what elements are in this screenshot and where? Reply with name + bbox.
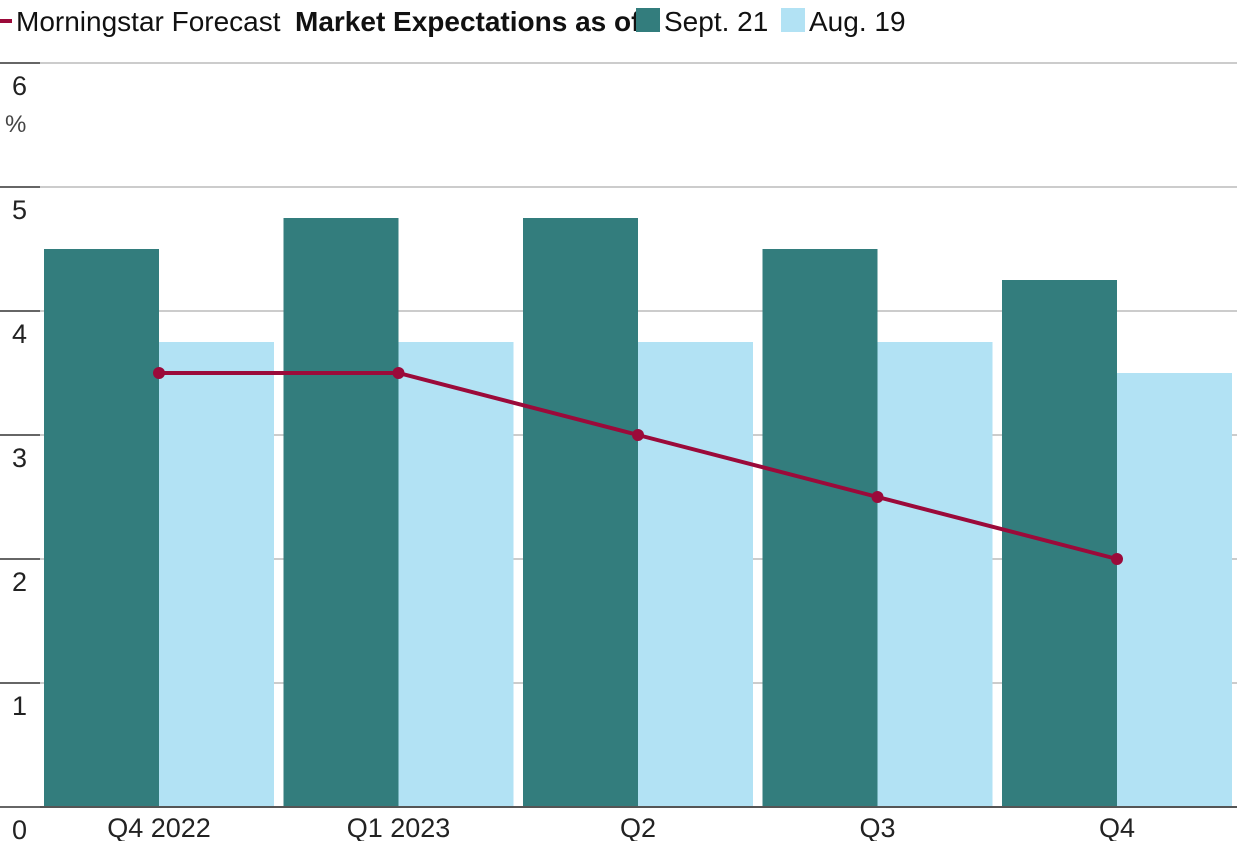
bar-sept-21	[762, 249, 878, 807]
bar-sept-21	[283, 218, 399, 807]
legend-line-label: Morningstar Forecast	[16, 6, 281, 37]
y-tick-label: 5	[12, 195, 27, 225]
bar-aug-19	[1117, 373, 1232, 807]
x-tick-label: Q1 2023	[347, 813, 451, 841]
legend-label-sept21: Sept. 21	[664, 6, 768, 37]
x-tick-label: Q2	[620, 813, 656, 841]
y-unit-label: %	[5, 111, 26, 138]
x-tick-label: Q3	[859, 813, 895, 841]
y-tick-label: 3	[12, 443, 27, 473]
legend-swatch-aug19	[781, 8, 805, 32]
bar-sept-21	[44, 249, 159, 807]
forecast-point	[871, 491, 884, 503]
forecast-point	[392, 367, 405, 379]
legend-group-title: Market Expectations as of:	[295, 6, 650, 37]
x-tick-label: Q4 2022	[107, 813, 211, 841]
bar-aug-19	[398, 342, 514, 807]
legend-line-swatch	[0, 19, 12, 23]
bar-sept-21	[523, 218, 638, 807]
y-tick-label: 2	[12, 567, 27, 597]
bar-aug-19	[159, 342, 274, 807]
legend-label-aug19: Aug. 19	[809, 6, 906, 37]
forecast-point	[1111, 553, 1123, 565]
y-tick-label: 1	[12, 691, 27, 721]
forecast-point	[632, 429, 644, 441]
y-tick-label: 4	[12, 319, 27, 349]
axes: 0 1 2 3 4 5 6% Q4 2022 Q1 2023 Q2 Q3 Q4	[0, 62, 1237, 841]
bar-aug-19	[638, 342, 753, 807]
legend: Morningstar Forecast Market Expectations…	[0, 6, 906, 37]
y-tick-label: 0	[12, 815, 27, 841]
forecast-point	[153, 367, 165, 379]
forecast-line	[153, 367, 1123, 565]
bars	[44, 218, 1232, 807]
bar-aug-19	[877, 342, 993, 807]
legend-swatch-sept21	[636, 8, 660, 32]
y-tick-label: 6	[12, 71, 27, 101]
x-tick-label: Q4	[1099, 813, 1135, 841]
